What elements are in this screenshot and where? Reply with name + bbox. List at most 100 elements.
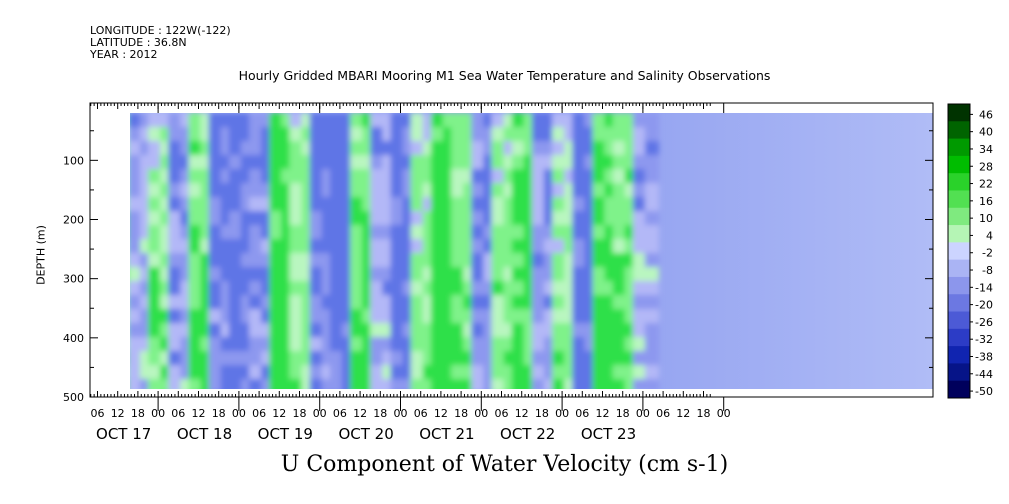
heatmap-field (108, 113, 933, 389)
heatmap-cell (148, 267, 163, 283)
heatmap-cell (269, 267, 284, 283)
heatmap-cell (249, 365, 264, 381)
heatmap-cell (511, 239, 526, 255)
colorbar-label: 10 (979, 212, 993, 225)
heatmap-cell (430, 211, 445, 227)
heatmap-cell (390, 253, 405, 269)
heatmap-cell (491, 295, 506, 311)
heatmap-cell (644, 323, 659, 339)
heatmap-cell (228, 337, 243, 353)
heatmap-cell (350, 253, 365, 269)
heatmap-cell (552, 141, 567, 157)
heatmap-cell (350, 365, 365, 381)
heatmap-cell (572, 337, 587, 353)
heatmap-cell (451, 155, 466, 171)
heatmap-cell (269, 211, 284, 227)
x-hour-tick-label: 00 (636, 407, 650, 420)
heatmap-cell (451, 127, 466, 143)
heatmap-cell (188, 253, 203, 269)
colorbar-swatch (948, 311, 970, 330)
heatmap-cell (451, 253, 466, 269)
heatmap-cell (168, 155, 183, 171)
heatmap-cell (531, 379, 546, 389)
x-hour-tick-label: 18 (293, 407, 307, 420)
heatmap-cell (430, 127, 445, 143)
heatmap-cell (471, 323, 486, 339)
heatmap-cell (483, 379, 498, 389)
heatmap-cell (572, 351, 587, 367)
heatmap-cell (531, 267, 546, 283)
heatmap-cell (390, 267, 405, 283)
heatmap-cell (632, 253, 647, 269)
heatmap-cell (511, 253, 526, 269)
heatmap-cell (592, 253, 607, 269)
heatmap-cell (491, 365, 506, 381)
heatmap-cell (471, 351, 486, 367)
heatmap-cell (632, 365, 647, 381)
heatmap-cell (329, 253, 344, 269)
heatmap-cell (269, 295, 284, 311)
heatmap-cell (228, 141, 243, 157)
heatmap-cell (309, 183, 324, 199)
heatmap-cell (188, 323, 203, 339)
heatmap-cell (220, 379, 235, 389)
heatmap-cell (269, 337, 284, 353)
heatmap-cell (552, 337, 567, 353)
heatmap-cell (208, 253, 223, 269)
heatmap-cell (249, 155, 264, 171)
heatmap-cell (552, 183, 567, 199)
heatmap-cell (390, 239, 405, 255)
colorbar-swatch (948, 380, 970, 399)
heatmap-cell (289, 239, 304, 255)
heatmap-cell (329, 281, 344, 297)
x-hour-tick-label: 06 (91, 407, 105, 420)
heatmap-cell (329, 337, 344, 353)
heatmap-cell (370, 155, 385, 171)
heatmap-cell (644, 253, 659, 269)
heatmap-cell (249, 211, 264, 227)
heatmap-cell (471, 365, 486, 381)
heatmap-cell (208, 281, 223, 297)
heatmap-cell (289, 127, 304, 143)
x-hour-tick-label: 18 (616, 407, 630, 420)
heatmap-cell (430, 379, 445, 389)
heatmap-cell (168, 211, 183, 227)
heatmap-cell (531, 295, 546, 311)
heatmap-cell (180, 379, 195, 389)
x-day-label: OCT 17 (96, 425, 151, 443)
heatmap-cell (188, 225, 203, 241)
heatmap-cell (108, 295, 122, 311)
colorbar-label: -50 (975, 385, 993, 398)
heatmap-cell (531, 323, 546, 339)
x-day-label: OCT 23 (581, 425, 636, 443)
heatmap-cell (148, 183, 163, 199)
heatmap-cell (572, 365, 587, 381)
heatmap-cell (108, 267, 122, 283)
heatmap-cell (168, 127, 183, 143)
heatmap-cell (370, 295, 385, 311)
heatmap-cell (108, 337, 122, 353)
heatmap-cells (108, 113, 659, 389)
heatmap-cell (309, 127, 324, 143)
heatmap-cell (572, 141, 587, 157)
heatmap-cell (168, 169, 183, 185)
heatmap-cell (208, 169, 223, 185)
heatmap-cell (592, 309, 607, 325)
heatmap-cell (511, 225, 526, 241)
heatmap-cell (471, 113, 486, 129)
heatmap-cell (168, 295, 183, 311)
heatmap-cell (269, 183, 284, 199)
colorbar-swatch (948, 121, 970, 140)
heatmap-cell (228, 309, 243, 325)
heatmap-cell (370, 127, 385, 143)
heatmap-cell (130, 239, 142, 255)
heatmap-cell (228, 239, 243, 255)
x-hour-tick-label: 12 (515, 407, 529, 420)
heatmap-cell (632, 225, 647, 241)
heatmap-cell (410, 267, 425, 283)
heatmap-cell (130, 169, 142, 185)
colorbar-label: -44 (975, 368, 993, 381)
heatmap-cell (148, 295, 163, 311)
heatmap-cell (592, 113, 607, 129)
heatmap-cell (269, 169, 284, 185)
